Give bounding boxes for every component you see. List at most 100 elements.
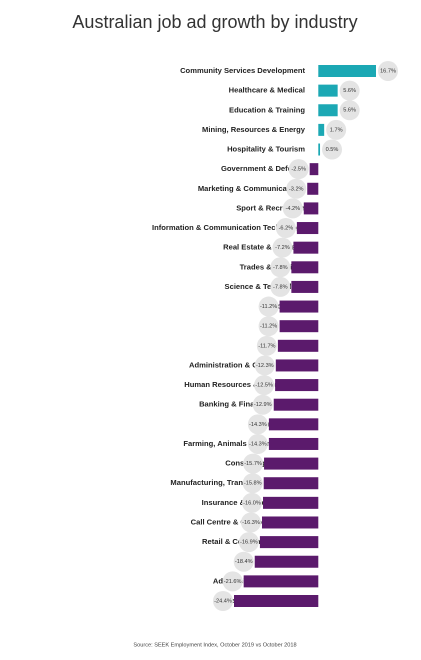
bar (234, 595, 319, 607)
bar (279, 300, 319, 313)
category-label: Sport & Recreation (236, 203, 305, 212)
value-label: -21.6% (224, 579, 242, 585)
value-label-bg (339, 80, 360, 101)
value-label: -14.3% (249, 422, 267, 428)
bar (279, 320, 319, 333)
bar (303, 202, 319, 215)
value-label: -11.2% (260, 304, 277, 310)
value-label-bg (322, 139, 343, 160)
value-label: -11.7% (258, 343, 275, 349)
value-label-bg (242, 473, 263, 494)
value-label: -12.9% (254, 402, 272, 408)
category-label: Marketing & Communications (198, 184, 305, 193)
value-label: -15.8% (244, 481, 262, 487)
bar (263, 496, 319, 509)
value-label: 0.5% (326, 147, 339, 153)
value-label-bg (213, 591, 233, 611)
category-label: Banking & Financial Services (199, 400, 305, 409)
value-label-bg (272, 237, 293, 258)
value-label: -6.2% (279, 226, 294, 232)
value-label-bg (238, 532, 259, 553)
value-label-bg (247, 414, 268, 435)
value-label-bg (326, 119, 347, 140)
value-label: 16.7% (380, 68, 396, 74)
value-label: -11.2% (260, 324, 277, 330)
value-label-bg (270, 276, 291, 297)
category-label: Community Services Development (180, 66, 305, 75)
bar (291, 261, 319, 274)
category-label: Manufacturing, Transport & Logistics (170, 478, 305, 487)
value-label-bg (254, 355, 275, 376)
value-label: -2.5% (291, 167, 306, 173)
value-label: -3.2% (289, 186, 304, 192)
bar (268, 418, 319, 431)
category-label: Mining, Resources & Energy (202, 125, 306, 134)
category-label: Hospitality & Tourism (227, 145, 305, 154)
value-label-bg (258, 296, 279, 317)
value-label: -12.3% (256, 363, 274, 369)
bar (318, 143, 321, 156)
value-label-bg (233, 551, 254, 572)
value-label-bg (254, 375, 275, 396)
chart-title: Australian job ad growth by industry (72, 12, 357, 32)
category-label: Science & Technology (225, 282, 306, 291)
bar (264, 457, 319, 470)
category-label: Farming, Animals & Conservation (183, 439, 305, 448)
value-label: 5.6% (343, 108, 356, 114)
value-label: 5.6% (343, 88, 356, 94)
bar (268, 437, 319, 450)
bar (307, 182, 319, 195)
bar (318, 65, 376, 77)
category-label: Education & Training (229, 105, 305, 114)
bar (291, 280, 319, 293)
bar (296, 222, 319, 235)
bar (309, 163, 319, 176)
category-label: Government & Defence (221, 164, 305, 173)
bar (261, 516, 319, 529)
bar (293, 241, 319, 254)
bar (275, 379, 319, 392)
value-label-bg (242, 492, 263, 513)
bar (243, 575, 319, 588)
value-label-bg (240, 512, 261, 533)
value-label: -16.9% (240, 540, 258, 546)
value-label-bg (288, 159, 309, 180)
bar (254, 555, 319, 568)
bar (277, 339, 319, 352)
category-label: Administration & Office Support (189, 360, 305, 369)
value-label: -4.2% (285, 206, 300, 212)
value-label-bg (258, 316, 279, 337)
value-label-bg (256, 335, 277, 356)
value-label: -7.2% (275, 245, 290, 251)
value-label: -24.4% (214, 598, 232, 604)
value-label: -12.5% (255, 383, 273, 389)
category-label: Information & Communication Technology (152, 223, 306, 232)
bar (259, 536, 319, 549)
value-label-bg (222, 571, 243, 592)
bar (263, 477, 319, 490)
value-label: 1.7% (330, 127, 343, 133)
value-label: -7.8% (273, 265, 288, 271)
category-label: Healthcare & Medical (229, 86, 305, 95)
source-note: Source: SEEK Employment Index, October 2… (133, 642, 296, 648)
value-label-bg (339, 100, 360, 121)
value-label: -15.7% (244, 461, 262, 467)
value-label: -14.3% (249, 441, 267, 447)
bar (318, 84, 338, 97)
value-label-bg (275, 218, 296, 239)
category-label: Human Resources & Recruitment (184, 380, 305, 389)
value-label-bg (378, 61, 398, 81)
value-label: -7.8% (273, 284, 288, 290)
value-label-bg (270, 257, 291, 278)
category-label: Real Estate & Property (223, 243, 306, 252)
value-label-bg (247, 433, 268, 454)
bar (275, 359, 319, 372)
bar (318, 123, 325, 136)
bar (318, 104, 338, 117)
bar (273, 398, 319, 411)
value-label-bg (282, 198, 303, 219)
value-label: -16.0% (243, 500, 261, 506)
value-label: -16.3% (242, 520, 260, 526)
value-label-bg (286, 178, 307, 199)
